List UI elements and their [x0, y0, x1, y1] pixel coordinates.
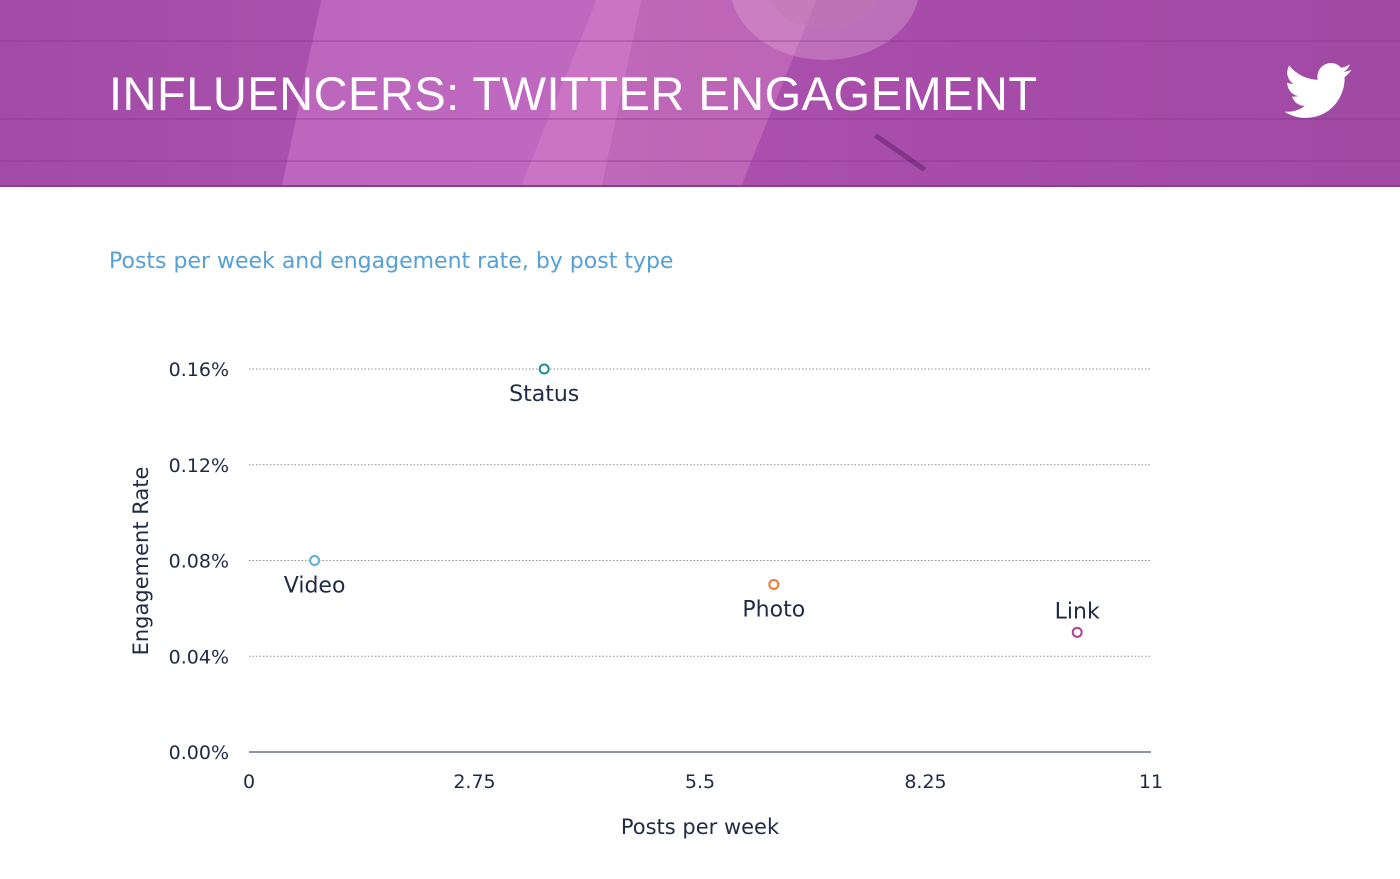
- y-tick-label: 0.00%: [169, 742, 229, 764]
- y-axis-label: Engagement Rate: [129, 467, 153, 656]
- x-tick-label: 8.25: [904, 771, 946, 793]
- gridlines: [249, 368, 1151, 657]
- data-point-link: [1071, 626, 1083, 638]
- page-title: INFLUENCERS: TWITTER ENGAGEMENT: [109, 67, 1038, 120]
- data-label-video: Video: [284, 574, 346, 599]
- x-tick-label: 5.5: [685, 771, 715, 793]
- x-axis-label: Posts per week: [621, 815, 780, 839]
- y-tick-label: 0.04%: [169, 646, 229, 668]
- data-point-status: [538, 363, 550, 375]
- y-tick-label: 0.08%: [169, 551, 229, 573]
- y-tick-label: 0.16%: [169, 359, 229, 381]
- data-label-status: Status: [509, 382, 579, 407]
- data-label-photo: Photo: [742, 597, 805, 622]
- data-point-video: [309, 555, 321, 566]
- header-banner: INFLUENCERS: TWITTER ENGAGEMENT: [0, 0, 1400, 187]
- banner-wood-grain: [0, 160, 1400, 162]
- y-tick-label: 0.12%: [169, 455, 229, 477]
- banner-wood-grain: [0, 40, 1400, 42]
- x-tick-label: 2.75: [453, 771, 495, 793]
- x-axis-ticks: 0 2.75 5.5 8.25 11: [243, 771, 1163, 793]
- data-label-link: Link: [1055, 599, 1100, 624]
- chart-subtitle: Posts per week and engagement rate, by p…: [109, 249, 674, 274]
- x-tick-label: 11: [1139, 771, 1163, 793]
- data-point-photo: [768, 578, 780, 590]
- data-points: Video Status Photo Link: [284, 363, 1100, 638]
- twitter-bird-icon: [1284, 63, 1352, 118]
- banner-wood-grain: [0, 118, 1400, 120]
- y-axis-ticks: 0.00% 0.04% 0.08% 0.12% 0.16%: [169, 359, 229, 764]
- x-tick-label: 0: [243, 771, 255, 793]
